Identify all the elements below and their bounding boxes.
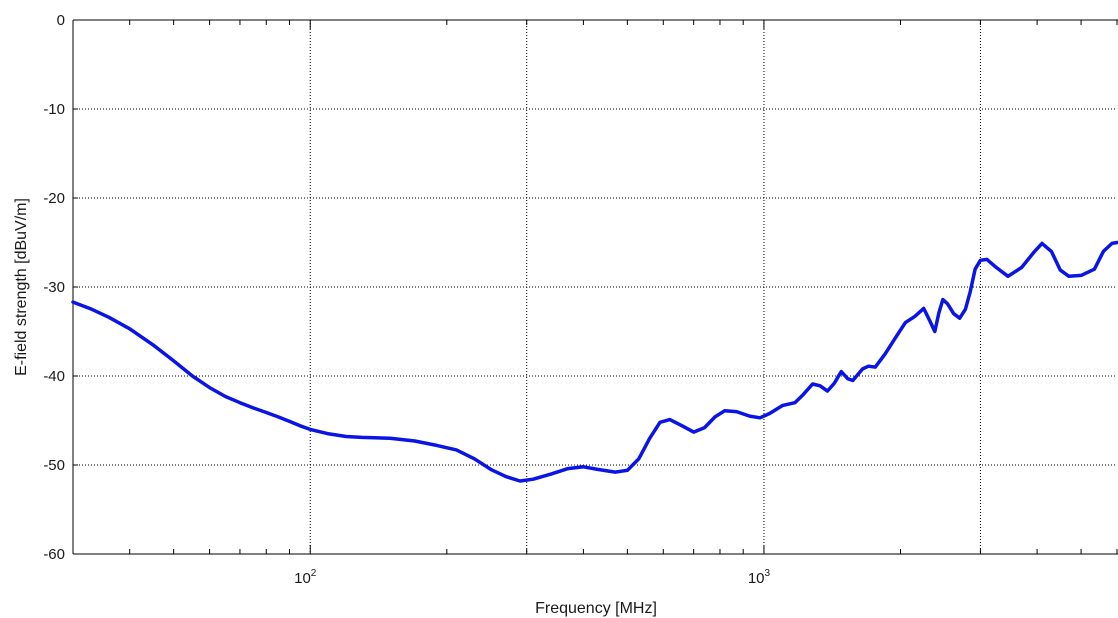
x-tick-label: 102 [294,568,317,587]
x-tick-label: 103 [748,568,771,587]
y-tick-label: -10 [43,101,65,118]
series-layer [71,240,1118,483]
grid [73,20,1117,554]
y-tick-label: -30 [43,279,65,296]
y-tick-label: -60 [43,546,65,563]
y-tick-label: -40 [43,368,65,385]
series-line-1 [71,240,1118,483]
x-axis-label: Frequency [MHz] [535,600,657,617]
y-tick-label: -50 [43,457,65,474]
x-tick-labels: 102 103 [294,568,770,587]
y-tick-labels: 0 -10 -20 -30 -40 -50 -60 [43,12,65,563]
y-axis-label: E-field strength [dBuV/m] [13,198,30,376]
y-tick-label: -20 [43,190,65,207]
y-tick-label: 0 [57,12,65,29]
